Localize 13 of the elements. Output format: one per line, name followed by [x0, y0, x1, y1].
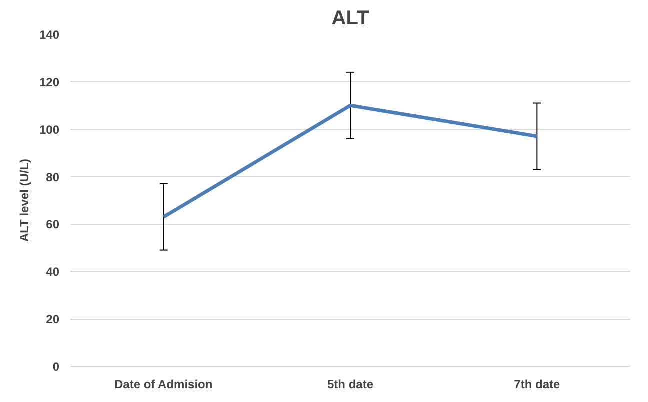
- x-tick-label: 7th date: [514, 378, 560, 392]
- y-tick-label: 120: [39, 75, 60, 90]
- y-tick-label: 80: [46, 170, 60, 184]
- x-tick-label: Date of Admision: [114, 378, 213, 392]
- y-tick-label: 100: [39, 122, 60, 137]
- y-tick-label: 0: [52, 360, 60, 374]
- y-tick-label: 40: [46, 265, 60, 280]
- chart-title: ALT: [332, 8, 370, 30]
- y-tick-label: 20: [46, 312, 60, 327]
- y-tick-label: 60: [46, 218, 60, 232]
- x-tick-label: 5th date: [327, 378, 374, 392]
- y-axis-title: ALT level (U/L): [17, 158, 32, 242]
- y-tick-label: 140: [39, 28, 60, 42]
